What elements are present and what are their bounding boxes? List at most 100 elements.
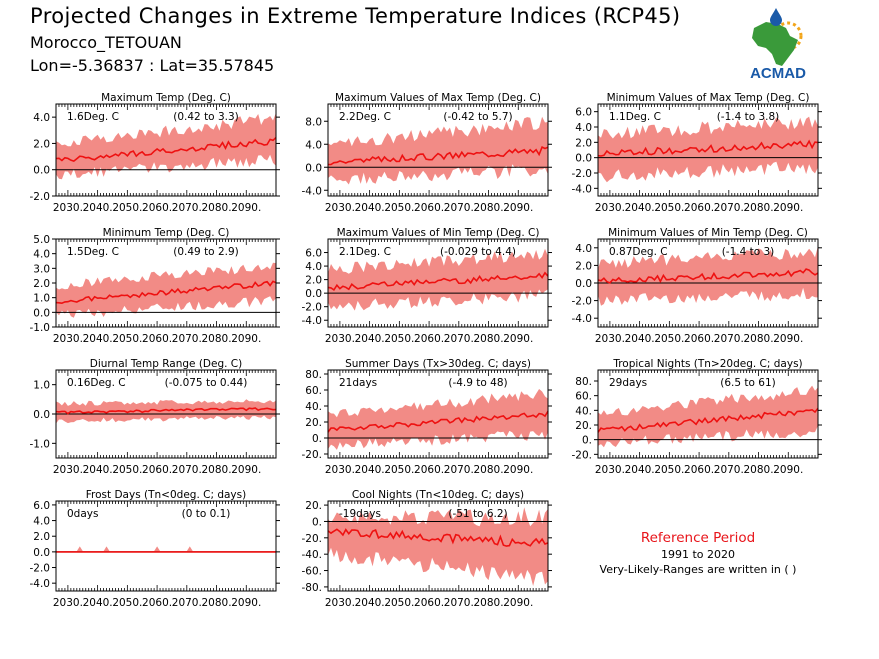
summary-value: 0days	[67, 508, 98, 520]
x-tick-label: 2050.	[384, 464, 414, 476]
x-tick-label: 2050.	[654, 464, 684, 476]
y-tick-label: -60.	[302, 566, 323, 578]
x-tick-label: 2060.	[414, 597, 444, 609]
summary-value: 21days	[339, 377, 377, 389]
panel-title: Minimum Temp (Deg. C)	[103, 227, 230, 239]
x-tick-label: 2030.	[53, 464, 83, 476]
y-tick-label: 1.0	[33, 380, 50, 392]
panel-title: Frost Days (Tn<0deg. C; days)	[86, 489, 246, 501]
range-band	[56, 112, 276, 180]
x-tick-label: 2080.	[474, 597, 504, 609]
panel-title: Summer Days (Tx>30deg. C; days)	[345, 358, 531, 370]
x-tick-label: 2030.	[53, 597, 83, 609]
y-tick-label: 40.	[575, 405, 592, 417]
mean-line	[55, 137, 277, 162]
x-tick-label: 2080.	[744, 464, 774, 476]
y-tick-label: 1.0	[33, 293, 50, 305]
summary-value: 1.1Deg. C	[609, 111, 661, 123]
x-tick-label: 2040.	[83, 333, 113, 345]
x-tick-label: 2090.	[231, 597, 261, 609]
y-tick-label: -2.0	[30, 191, 51, 203]
range-value: (6.5 to 61)	[720, 377, 775, 389]
x-tick-label: 2040.	[355, 464, 385, 476]
x-tick-label: 2080.	[202, 333, 232, 345]
range-value: (-51 to 6.2)	[448, 508, 507, 520]
x-tick-label: 2050.	[112, 333, 142, 345]
y-tick-label: -20.	[572, 449, 593, 461]
y-tick-label: -4.0	[302, 315, 323, 327]
y-tick-label: 6.0	[33, 500, 50, 512]
x-tick-label: 2040.	[625, 333, 655, 345]
chart-panel: -4.0 -2.0 0.0 2.0 4.0 2030. 2040. 2050. 2060. 207…	[572, 227, 822, 345]
mean-line	[327, 271, 549, 292]
summary-value: 0.16Deg. C	[67, 377, 126, 389]
y-tick-label: -2.0	[572, 168, 593, 180]
mean-line	[597, 268, 819, 284]
acmad-logo: ACMAD	[750, 8, 806, 82]
summary-value: 1.6Deg. C	[67, 111, 119, 123]
reference-period-title: Reference Period	[640, 530, 756, 546]
y-tick-label: 20.	[305, 500, 322, 512]
x-tick-label: 2070.	[444, 202, 474, 214]
x-tick-label: 2080.	[202, 202, 232, 214]
y-tick-label: 0.	[312, 516, 322, 528]
range-band	[56, 546, 276, 552]
page-title: Projected Changes in Extreme Temperature…	[30, 4, 681, 28]
y-tick-label: 0.0	[33, 307, 50, 319]
y-tick-label: 0.0	[33, 547, 50, 559]
water-drop-icon	[770, 8, 782, 26]
mean-line	[55, 280, 277, 305]
x-tick-label: 2050.	[384, 597, 414, 609]
range-value: (0.49 to 2.9)	[173, 246, 239, 258]
y-tick-label: -4.0	[572, 313, 593, 325]
y-tick-label: 4.0	[575, 122, 592, 134]
x-tick-label: 2060.	[684, 202, 714, 214]
y-tick-label: 3.0	[33, 263, 50, 275]
y-tick-label: 2.0	[33, 531, 50, 543]
y-tick-label: 2.0	[575, 137, 592, 149]
very-likely-ranges-note: Very-Likely-Ranges are written in ( )	[599, 563, 797, 576]
x-tick-label: 2090.	[503, 333, 533, 345]
panel-title: Maximum Values of Max Temp (Deg. C)	[335, 92, 541, 104]
panel-title: Diurnal Temp Range (Deg. C)	[90, 358, 242, 370]
x-tick-label: 2070.	[172, 333, 202, 345]
range-band	[328, 248, 548, 311]
x-tick-label: 2060.	[142, 464, 172, 476]
y-tick-label: -20.	[302, 449, 323, 461]
x-tick-label: 2090.	[503, 202, 533, 214]
y-tick-label: 2.0	[575, 260, 592, 272]
x-tick-label: 2030.	[595, 202, 625, 214]
x-tick-label: 2050.	[112, 464, 142, 476]
x-tick-label: 2090.	[231, 202, 261, 214]
y-tick-label: 4.0	[33, 249, 50, 261]
range-band	[598, 245, 818, 306]
x-tick-label: 2030.	[325, 202, 355, 214]
x-tick-label: 2060.	[142, 202, 172, 214]
summary-value: -19days	[339, 508, 381, 520]
chart-panel: -1.0 0.0 1.0 2.0 3.0 4.0 5.0 2030. 2040. 2050. 206…	[30, 227, 280, 345]
y-tick-label: 6.0	[575, 107, 592, 119]
y-tick-label: 20.	[575, 420, 592, 432]
summary-value: 0.87Deg. C	[609, 246, 668, 258]
x-tick-label: 2060.	[414, 333, 444, 345]
chart-panel: -1.0 0.0 1.0 2030. 2040. 2050. 2060. 2070. 2080.…	[30, 358, 280, 476]
y-tick-label: -20.	[302, 533, 323, 545]
panel-title: Minimum Values of Min Temp (Deg. C)	[608, 227, 808, 239]
y-tick-label: -4.0	[572, 183, 593, 195]
range-value: (-0.075 to 0.44)	[165, 377, 248, 389]
x-tick-label: 2070.	[172, 597, 202, 609]
panel-title: Maximum Temp (Deg. C)	[101, 92, 231, 104]
x-tick-label: 2050.	[112, 202, 142, 214]
x-tick-label: 2030.	[595, 333, 625, 345]
x-tick-label: 2030.	[53, 333, 83, 345]
y-tick-label: 0.	[582, 435, 592, 447]
chart-panel: -20.0.20.40.60.80.2030. 2040. 2050. 2060. 20…	[572, 358, 822, 476]
mean-line	[597, 139, 819, 157]
x-tick-label: 2090.	[231, 464, 261, 476]
logo-text: ACMAD	[750, 65, 806, 82]
x-tick-label: 2070.	[714, 333, 744, 345]
